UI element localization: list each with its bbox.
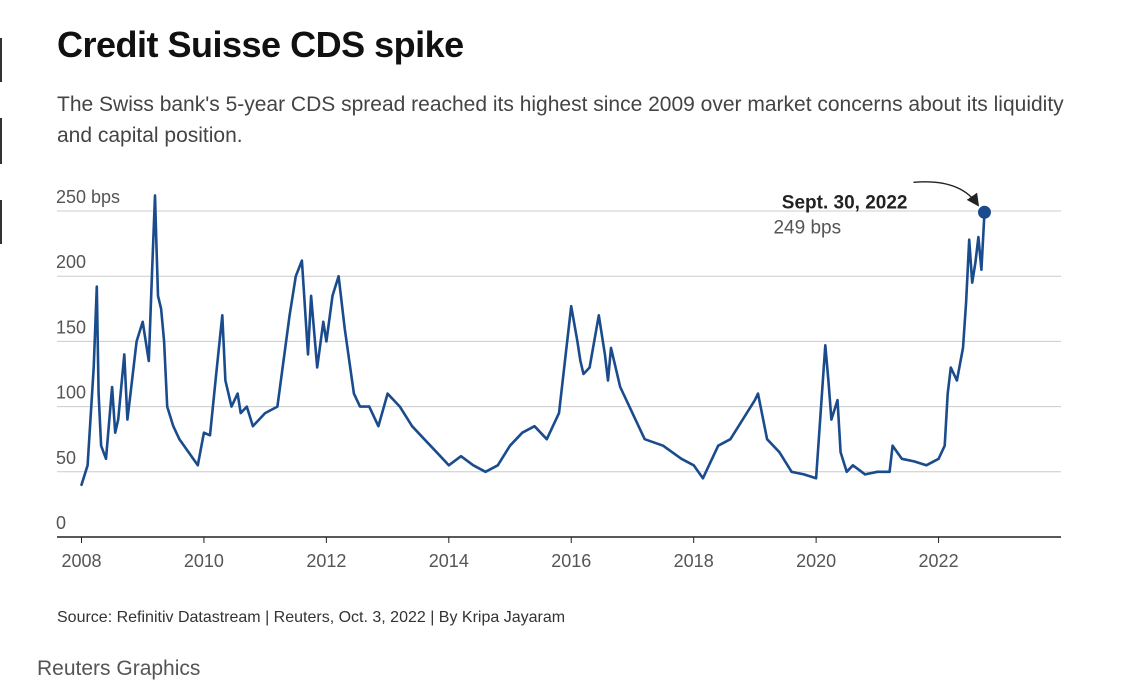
x-tick-label-2008: 2008	[61, 551, 101, 571]
x-axis-labels: 2008 2010 2012 2014 2016 2018 2020 2022	[61, 537, 959, 571]
chart-title: Credit Suisse CDS spike	[57, 24, 464, 65]
annotation-date-label: Sept. 30, 2022	[782, 192, 908, 213]
annotation-arrow	[913, 181, 980, 207]
left-edge-rule-3	[0, 200, 2, 244]
left-edge-rule-2	[0, 118, 2, 164]
x-tick-label-2018: 2018	[674, 551, 714, 571]
y-axis-labels: 0 50 100 150 200 250 bps	[56, 187, 120, 533]
x-tick-label-2016: 2016	[551, 551, 591, 571]
x-tick-label-2010: 2010	[184, 551, 224, 571]
y-tick-label-200: 200	[56, 252, 86, 272]
y-tick-label-250: 250 bps	[56, 187, 120, 207]
y-tick-label-50: 50	[56, 448, 76, 468]
x-tick-label-2020: 2020	[796, 551, 836, 571]
y-tick-label-0: 0	[56, 513, 66, 533]
series-line-0	[80, 194, 986, 487]
left-edge-rule-1	[0, 38, 2, 82]
series-layer	[80, 194, 986, 487]
chart-subtitle: The Swiss bank's 5-year CDS spread reach…	[57, 93, 1064, 147]
x-tick-label-2014: 2014	[429, 551, 469, 571]
cds-line-chart: 0 50 100 150 200 250 bps 2008 2010 2012 2014 2016…	[56, 181, 1061, 571]
endpoint-marker	[977, 205, 991, 219]
annotation-value-label: 249 bps	[773, 217, 841, 238]
grid-lines	[57, 210, 1061, 473]
x-tick-label-2012: 2012	[306, 551, 346, 571]
x-tick-label-2022: 2022	[919, 551, 959, 571]
annotation: Sept. 30, 2022 249 bps	[773, 181, 991, 238]
y-tick-label-150: 150	[56, 317, 86, 337]
source-credit: Source: Refinitiv Datastream | Reuters, …	[57, 609, 566, 626]
y-tick-label-100: 100	[56, 383, 86, 403]
brand-label: Reuters Graphics	[37, 657, 201, 680]
